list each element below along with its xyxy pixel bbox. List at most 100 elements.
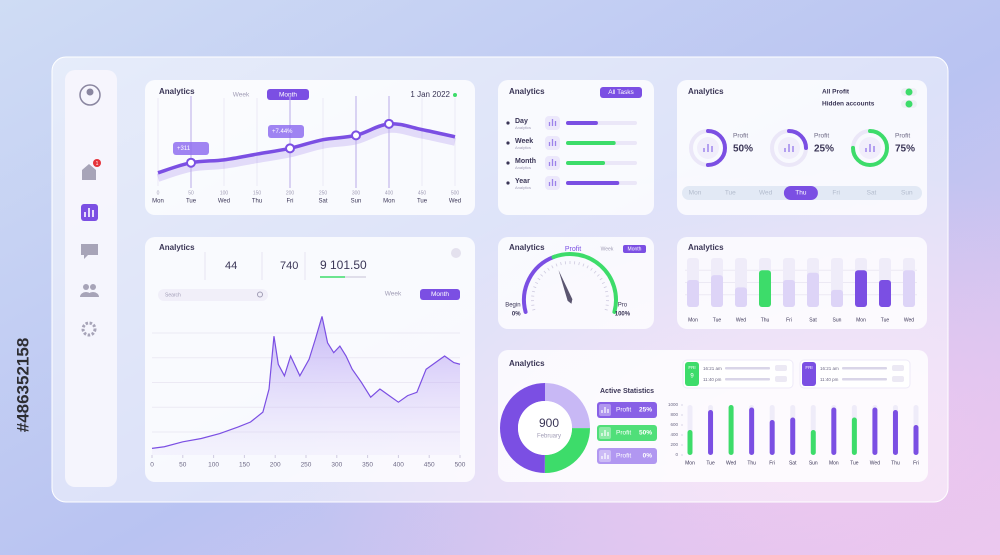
y-tick-label: 800 [670,412,678,417]
toggle-knob [905,88,913,96]
gauge-tick [532,308,536,311]
day[interactable]: Thu [795,190,807,197]
message-icon[interactable] [81,244,98,259]
bar [769,420,775,455]
donut-arc [689,129,727,167]
bar [711,275,723,307]
home-icon[interactable] [82,164,96,180]
panel-title: Analytics [159,243,195,252]
info-icon[interactable] [451,248,461,258]
donut-label: Profit [814,133,829,140]
search-box[interactable] [158,289,268,301]
x-tick-label: 500 [455,462,466,469]
line [151,316,461,449]
day-selected[interactable] [783,186,818,200]
panel-title: Analytics [688,243,724,252]
card-time: 16:21 am [820,366,839,371]
stat-pill [597,425,657,441]
tab-active[interactable] [267,89,309,100]
day[interactable]: Wed [759,190,773,197]
card-text-line [725,378,770,381]
x-tick-label: Thu [761,317,770,323]
users-body [80,292,99,297]
x-tick-label: Mon [383,199,395,205]
x-tick-label: Wed [218,199,230,205]
tab[interactable]: Week [385,291,402,298]
point-marker [384,118,394,129]
bar [913,425,919,455]
y-tick-label: 0 [675,452,678,457]
annotation-box [173,142,209,155]
card-day: FRI [805,365,812,370]
x-tick-label: Fri [786,317,792,323]
day[interactable]: Mon [689,190,702,197]
tab-active[interactable] [420,289,460,300]
button[interactable] [600,87,642,98]
settings-icon[interactable] [81,321,97,337]
avatar-icon[interactable] [79,84,101,106]
card-action [892,365,904,371]
tab[interactable]: Week [233,92,250,99]
x-sublabel: 100 [220,190,229,196]
donut-arc [770,129,808,167]
toggle-label: All Profit [822,89,850,96]
tab[interactable]: Month [431,291,449,298]
card-action [892,376,904,382]
card-day: FRI [688,365,695,370]
x-tick-label: Thu [252,199,262,205]
tab[interactable]: Month [279,92,297,99]
gauge-rest [551,252,618,314]
x-tick-label: Mon [685,460,695,466]
panel-subtitle: Profit [565,246,581,253]
point-marker [351,130,361,141]
bar [831,289,843,307]
notification-card[interactable] [799,359,911,389]
day[interactable]: Fri [832,190,840,197]
card-text-line [842,367,887,370]
x-tick-label: 0 [150,462,154,469]
row-icon-glyph [548,139,557,146]
x-tick-label: Sun [809,460,818,466]
x-tick-label: Fri [913,460,919,466]
donut-label: Profit [733,133,748,140]
stat-label: Profit [616,430,631,437]
section-heading: Active Statistics [600,388,654,395]
gauge-tick [551,265,554,269]
x-sublabel: 450 [418,190,427,196]
notification-card[interactable] [682,359,794,389]
card-date: 9 [690,374,694,380]
toggle-label: Hidden accounts [822,101,875,108]
search-placeholder[interactable]: Search [165,292,181,298]
tab[interactable]: Week [601,246,614,252]
button-label[interactable]: All Tasks [608,89,634,96]
row-icon-glyph [548,119,557,126]
badge-count: 1 [96,161,99,167]
donut-value: 75% [895,144,915,155]
bar [903,270,915,307]
day[interactable]: Sat [867,190,877,197]
bar [783,280,795,307]
gauge-end-label: Pro [618,302,628,308]
gauge-value [522,255,556,314]
x-tick-label: 300 [331,462,342,469]
tab[interactable]: Month [628,246,642,252]
users-icon[interactable] [83,284,89,290]
line [157,121,456,175]
panel-title: Analytics [688,87,724,96]
stat-value: 50% [639,430,652,437]
x-tick-label: Sun [833,317,842,323]
stat-pill [597,448,657,464]
gauge-end-label: Begin [505,302,520,308]
gauge-tick [555,263,558,267]
annotation-box [268,125,304,138]
tab-active[interactable] [623,245,646,253]
stat-value: 25% [639,407,652,414]
x-tick-label: Sat [809,317,817,323]
donut-glyph [784,144,794,152]
donut-glyph [703,144,713,152]
progress-bar [566,161,606,165]
bar [728,405,734,455]
day[interactable]: Sun [901,190,913,197]
bar [790,417,796,455]
day[interactable]: Tue [725,190,736,197]
